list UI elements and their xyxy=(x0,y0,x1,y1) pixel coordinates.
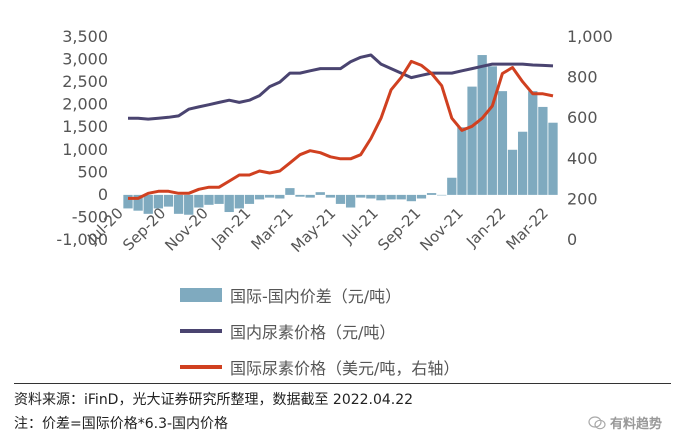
spread-bar xyxy=(204,194,214,205)
spread-bar xyxy=(153,194,164,209)
legend-item-international: 国际尿素价格（美元/吨，右轴） xyxy=(180,355,459,379)
spread-bar xyxy=(275,194,285,199)
legend-label-domestic: 国内尿素价格（元/吨） xyxy=(230,323,396,342)
spread-bar xyxy=(548,122,558,195)
spread-bar xyxy=(254,194,265,200)
left-tick-label: 3,000 xyxy=(62,50,108,69)
legend-item-domestic: 国内尿素价格（元/吨） xyxy=(180,319,395,343)
left-tick-label: 500 xyxy=(77,162,108,181)
spread-bar xyxy=(528,91,538,195)
x-tick-label: Nov-21 xyxy=(416,204,466,254)
spread-bar xyxy=(366,194,376,199)
legend-swatch-domestic xyxy=(180,329,222,333)
chart: 3,500 3,000 2,500 2,000 1,500 1,000 500 0 -500 -1… xyxy=(56,27,613,256)
right-tick-label: 200 xyxy=(567,189,598,208)
spread-bar xyxy=(265,194,275,198)
spread-bar xyxy=(447,177,457,195)
spread-bar xyxy=(315,192,325,195)
x-tick-label: Sep-21 xyxy=(374,204,424,254)
right-tick-label: 1,000 xyxy=(567,27,613,46)
right-tick-label: 400 xyxy=(567,149,598,168)
right-tick-label: 0 xyxy=(567,230,577,249)
spread-bar xyxy=(497,91,508,195)
wechat-icon xyxy=(588,415,606,429)
spread-bar xyxy=(396,194,406,200)
spread-bar xyxy=(285,188,295,195)
legend-label-international: 国际尿素价格（美元/吨，右轴） xyxy=(230,359,460,378)
domestic-price-line xyxy=(128,53,554,121)
price-lines xyxy=(128,53,554,200)
left-tick-label: 2,000 xyxy=(62,95,108,114)
spread-bar xyxy=(305,194,315,198)
legend-item-spread: 国际-国内价差（元/吨） xyxy=(180,283,401,307)
spread-bar xyxy=(376,194,386,201)
spread-bar xyxy=(386,194,396,200)
spread-bar xyxy=(325,194,336,198)
spread-bar xyxy=(457,127,467,195)
spread-bar xyxy=(194,194,204,208)
spread-bar xyxy=(426,193,437,195)
right-tick-label: 600 xyxy=(567,108,598,127)
spread-bar xyxy=(133,194,143,211)
watermark-text: 有料趋势 xyxy=(610,417,663,432)
right-axis: 1,000 800 600 400 200 0 xyxy=(567,27,613,249)
spread-bar xyxy=(477,55,487,195)
legend-label-spread: 国际-国内价差（元/吨） xyxy=(230,287,402,306)
legend-swatch-spread xyxy=(180,288,222,302)
spread-bar xyxy=(356,194,366,198)
left-tick-label: 0 xyxy=(98,185,108,204)
spread-bar xyxy=(517,131,528,195)
spread-bar xyxy=(173,194,184,214)
left-tick-label: 1,000 xyxy=(62,140,108,159)
spread-bar xyxy=(295,194,305,197)
spread-bar xyxy=(416,194,427,199)
spread-bar xyxy=(467,86,477,195)
spread-bar xyxy=(244,194,255,204)
spread-bar xyxy=(184,194,194,215)
spread-bar xyxy=(163,194,174,207)
spread-bar xyxy=(487,66,497,195)
legend-swatch-international xyxy=(180,365,222,369)
right-tick-label: 800 xyxy=(567,68,598,87)
spread-bar xyxy=(214,194,224,204)
spread-bar xyxy=(538,106,548,195)
spread-bar xyxy=(406,194,416,202)
left-tick-label: -500 xyxy=(72,207,108,226)
left-tick-label: 1,500 xyxy=(62,117,108,136)
left-axis: 3,500 3,000 2,500 2,000 1,500 1,000 500 0 -500 -1… xyxy=(56,27,108,249)
spread-bar xyxy=(224,194,234,213)
spread-bar xyxy=(234,194,244,209)
watermark: 有料趋势 xyxy=(588,413,662,432)
spread-bar xyxy=(143,194,153,214)
formula-note: 注：价差=国际价格*6.3-国内价格 xyxy=(14,416,229,432)
spread-bar xyxy=(123,194,133,209)
x-tick-label: Mar-22 xyxy=(502,204,551,253)
spread-bar xyxy=(507,149,518,195)
footer-divider xyxy=(14,383,671,384)
spread-bars xyxy=(123,55,558,215)
left-tick-label: 2,500 xyxy=(62,72,108,91)
left-tick-label: -1,000 xyxy=(56,230,108,249)
x-tick-label: May-21 xyxy=(288,204,340,256)
source-note: 资料来源：iFinD，光大证券研究所整理，数据截至 2022.04.22 xyxy=(14,392,414,408)
x-tick-label: Jan-22 xyxy=(462,204,509,251)
left-tick-label: 3,500 xyxy=(62,27,108,46)
international-price-line xyxy=(128,59,554,200)
spread-bar xyxy=(437,194,447,196)
spread-bar xyxy=(335,194,346,204)
spread-bar xyxy=(345,194,356,208)
